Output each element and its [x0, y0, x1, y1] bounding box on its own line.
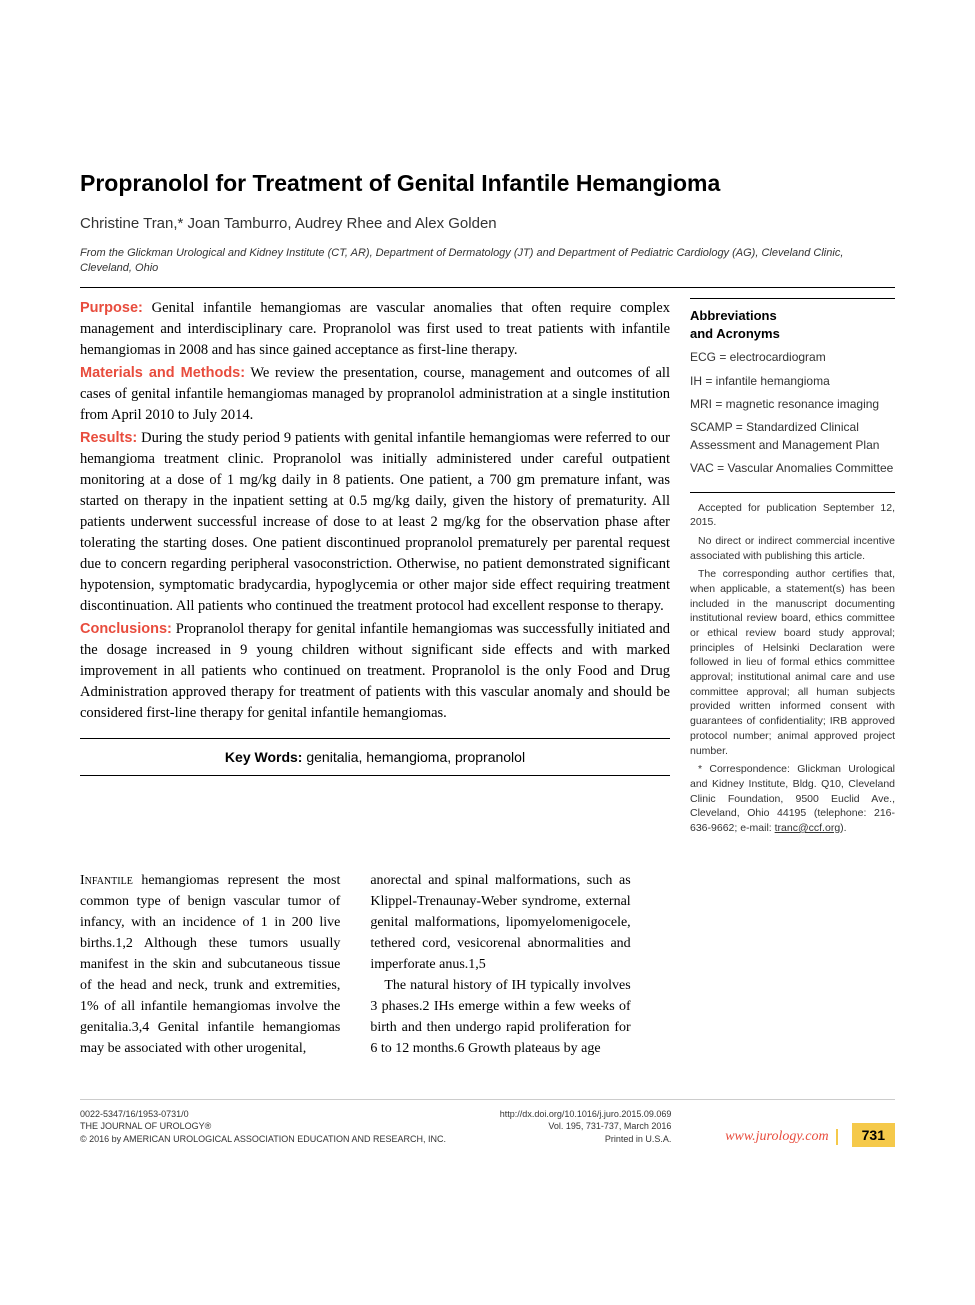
abstract-main-column: Purpose: Genital infantile hemangiomas a…	[80, 298, 670, 840]
footer-printed: Printed in U.S.A.	[500, 1133, 672, 1146]
body-column-1: Infantile hemangiomas represent the most…	[80, 870, 340, 1059]
top-divider	[80, 287, 895, 288]
keywords-label: Key Words:	[225, 749, 303, 765]
article-title: Propranolol for Treatment of Genital Inf…	[80, 170, 895, 197]
footer-issn: 0022-5347/16/1953-0731/0	[80, 1108, 446, 1121]
keywords-box: Key Words: genitalia, hemangioma, propra…	[80, 738, 670, 776]
abbrev-item: ECG = electrocardiogram	[690, 349, 895, 366]
footer-journal: THE JOURNAL OF UROLOGY®	[80, 1120, 446, 1133]
abbrev-item: MRI = magnetic resonance imaging	[690, 396, 895, 413]
body-paragraph: Infantile hemangiomas represent the most…	[80, 870, 340, 1059]
sidebar-column: Abbreviations and Acronyms ECG = electro…	[690, 298, 895, 840]
affiliation-text: From the Glickman Urological and Kidney …	[80, 246, 895, 277]
accepted-note: Accepted for publication September 12, 2…	[690, 501, 895, 530]
abstract-results: Results: During the study period 9 patie…	[80, 428, 670, 617]
abstract-conclusions: Conclusions: Propranolol therapy for gen…	[80, 619, 670, 724]
methods-label: Materials and Methods:	[80, 365, 245, 381]
results-text: During the study period 9 patients with …	[80, 430, 670, 614]
footer-copyright: © 2016 by AMERICAN UROLOGICAL ASSOCIATIO…	[80, 1133, 446, 1146]
purpose-text: Genital infantile hemangiomas are vascul…	[80, 300, 670, 358]
abbrev-item: SCAMP = Standardized Clinical Assessment…	[690, 419, 895, 454]
abstract-purpose: Purpose: Genital infantile hemangiomas a…	[80, 298, 670, 361]
body-text-columns: Infantile hemangiomas represent the most…	[80, 870, 895, 1059]
abbrev-item: VAC = Vascular Anomalies Committee	[690, 460, 895, 477]
page-footer: 0022-5347/16/1953-0731/0 THE JOURNAL OF …	[80, 1099, 895, 1146]
footer-center: http://dx.doi.org/10.1016/j.juro.2015.09…	[500, 1108, 672, 1146]
separator-bar	[836, 1129, 838, 1145]
authors-line: Christine Tran,* Joan Tamburro, Audrey R…	[80, 215, 895, 232]
page-number-badge: 731	[852, 1123, 895, 1147]
body-paragraph: The natural history of IH typically invo…	[370, 975, 630, 1059]
abbreviations-box: Abbreviations and Acronyms ECG = electro…	[690, 298, 895, 478]
body-column-2: anorectal and spinal malformations, such…	[370, 870, 630, 1059]
body-paragraph: anorectal and spinal malformations, such…	[370, 870, 630, 975]
abbreviations-title: Abbreviations and Acronyms	[690, 307, 895, 343]
results-label: Results:	[80, 430, 137, 446]
correspondence-note: * Correspondence: Glickman Urological an…	[690, 762, 895, 835]
footer-doi: http://dx.doi.org/10.1016/j.juro.2015.09…	[500, 1108, 672, 1121]
incentive-note: No direct or indirect commercial incenti…	[690, 534, 895, 563]
abbrev-item: IH = infantile hemangioma	[690, 373, 895, 390]
sidebar-notes: Accepted for publication September 12, 2…	[690, 492, 895, 836]
ethics-note: The corresponding author certifies that,…	[690, 567, 895, 758]
footer-vol: Vol. 195, 731-737, March 2016	[500, 1120, 672, 1133]
conclusions-label: Conclusions:	[80, 621, 172, 637]
abstract-methods: Materials and Methods: We review the pre…	[80, 363, 670, 426]
abstract-wrapper: Purpose: Genital infantile hemangiomas a…	[80, 298, 895, 840]
body-column-3-empty	[661, 870, 895, 1059]
correspondence-email[interactable]: tranc@ccf.org	[775, 822, 841, 834]
keywords-text: genitalia, hemangioma, propranolol	[302, 749, 525, 765]
footer-right: www.jurology.com 731	[725, 1127, 895, 1145]
footer-left: 0022-5347/16/1953-0731/0 THE JOURNAL OF …	[80, 1108, 446, 1146]
purpose-label: Purpose:	[80, 300, 143, 316]
footer-website[interactable]: www.jurology.com	[725, 1129, 828, 1144]
